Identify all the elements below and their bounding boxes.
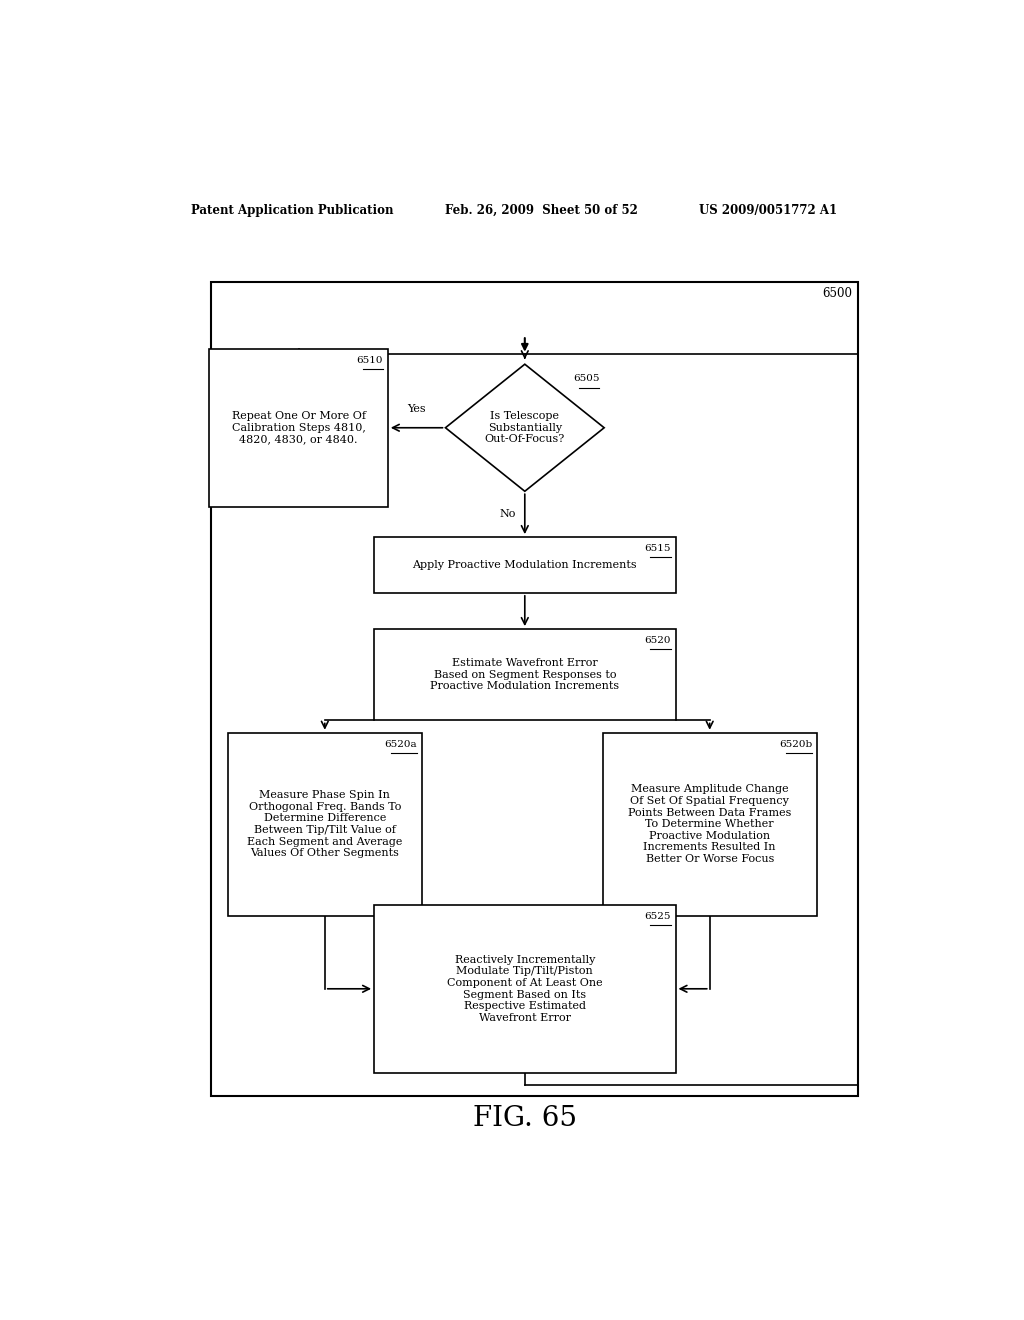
Text: 6510: 6510 — [356, 356, 383, 366]
Bar — [374, 906, 676, 1073]
Bar — [209, 348, 388, 507]
Text: Yes: Yes — [408, 404, 426, 414]
Text: No: No — [499, 510, 515, 519]
Text: Reactively Incrementally
Modulate Tip/Tilt/Piston
Component of At Least One
Segm: Reactively Incrementally Modulate Tip/Ti… — [447, 954, 602, 1023]
Text: 6505: 6505 — [572, 375, 599, 383]
Text: 6520b: 6520b — [779, 739, 812, 748]
Text: 6520a: 6520a — [385, 739, 417, 748]
Text: Measure Phase Spin In
Orthogonal Freq. Bands To
Determine Difference
Between Tip: Measure Phase Spin In Orthogonal Freq. B… — [247, 791, 402, 858]
Bar — [211, 282, 858, 1096]
Text: 6515: 6515 — [644, 544, 671, 553]
Bar — [374, 537, 676, 593]
Text: Is Telescope
Substantially
Out-Of-Focus?: Is Telescope Substantially Out-Of-Focus? — [484, 411, 565, 445]
Text: Patent Application Publication: Patent Application Publication — [191, 205, 394, 216]
Bar — [602, 733, 817, 916]
Bar — [374, 630, 676, 721]
Text: US 2009/0051772 A1: US 2009/0051772 A1 — [699, 205, 838, 216]
Text: Measure Amplitude Change
Of Set Of Spatial Frequency
Points Between Data Frames
: Measure Amplitude Change Of Set Of Spati… — [628, 784, 792, 865]
Text: Repeat One Or More Of
Calibration Steps 4810,
4820, 4830, or 4840.: Repeat One Or More Of Calibration Steps … — [231, 411, 366, 445]
Text: Estimate Wavefront Error
Based on Segment Responses to
Proactive Modulation Incr: Estimate Wavefront Error Based on Segmen… — [430, 659, 620, 692]
Text: FIG. 65: FIG. 65 — [473, 1105, 577, 1133]
Polygon shape — [445, 364, 604, 491]
Text: Feb. 26, 2009  Sheet 50 of 52: Feb. 26, 2009 Sheet 50 of 52 — [445, 205, 638, 216]
Text: Apply Proactive Modulation Increments: Apply Proactive Modulation Increments — [413, 560, 637, 570]
Bar — [227, 733, 422, 916]
Text: 6500: 6500 — [822, 288, 852, 301]
Text: 6525: 6525 — [644, 912, 671, 921]
Text: 6520: 6520 — [644, 636, 671, 645]
